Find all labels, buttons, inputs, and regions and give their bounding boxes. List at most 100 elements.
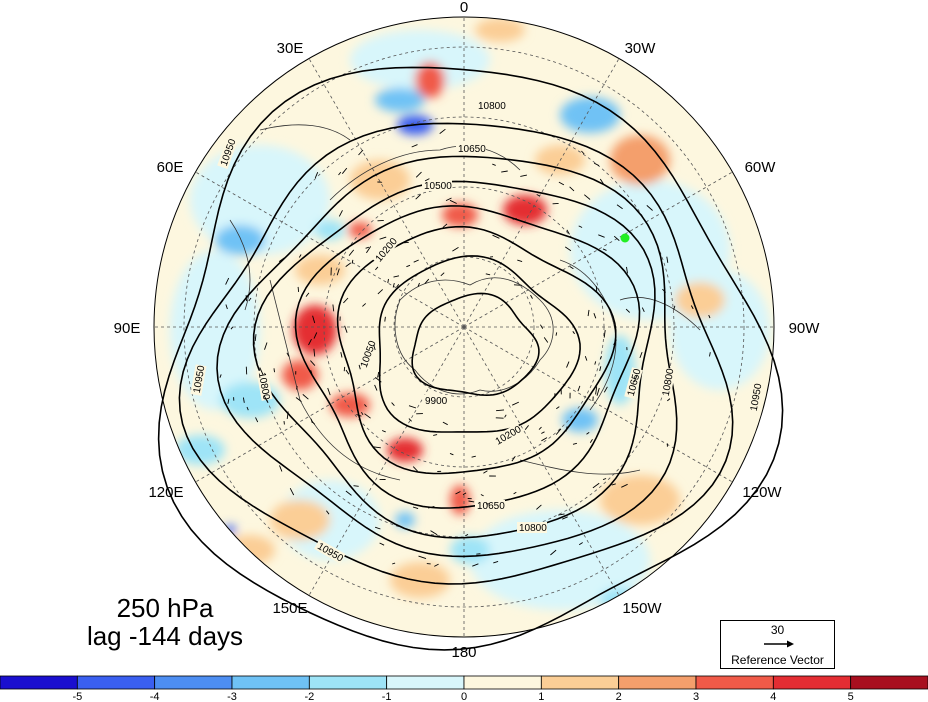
colorbar-tick-label: 4 bbox=[770, 691, 776, 702]
wind-vector bbox=[314, 172, 319, 179]
wind-vector bbox=[391, 402, 395, 407]
wind-vector bbox=[541, 431, 545, 434]
wind-vector bbox=[709, 352, 711, 357]
latitude-circle bbox=[183, 46, 745, 608]
wind-vector bbox=[603, 386, 608, 393]
wind-vector bbox=[492, 163, 496, 166]
wind-vector bbox=[564, 246, 572, 252]
contour-label-10800-south: 10800 bbox=[519, 523, 547, 534]
contour-label-10650: 10650 bbox=[458, 144, 486, 155]
station-marker bbox=[620, 233, 630, 243]
wind-vector bbox=[365, 246, 370, 249]
wind-vector bbox=[364, 413, 371, 419]
wind-vector bbox=[540, 324, 544, 329]
lon-label-30e: 30E bbox=[277, 40, 304, 57]
wind-vector bbox=[345, 490, 352, 496]
wind-vector bbox=[351, 259, 354, 264]
wind-vector bbox=[433, 434, 438, 436]
wind-vector bbox=[555, 332, 558, 336]
wind-vector bbox=[427, 505, 435, 509]
wind-vector bbox=[336, 268, 340, 276]
wind-vector bbox=[562, 516, 568, 520]
wind-vector bbox=[476, 553, 481, 555]
wind-vector bbox=[364, 404, 367, 408]
contour-label-10800-east: 10800 bbox=[661, 367, 677, 397]
wind-vector bbox=[566, 361, 570, 368]
wind-vector bbox=[611, 483, 616, 486]
wind-vector bbox=[273, 368, 275, 373]
wind-vector bbox=[577, 385, 581, 392]
wind-vector bbox=[616, 204, 623, 210]
colorbar-swatch bbox=[231, 675, 310, 690]
contour-label-10950-west: 10950 bbox=[192, 364, 208, 394]
wind-vector bbox=[555, 428, 562, 435]
meridian-line bbox=[186, 166, 465, 328]
wind-vector bbox=[381, 430, 386, 433]
colorbar-swatch bbox=[463, 675, 542, 690]
contour-label-10650-south: 10650 bbox=[477, 501, 505, 512]
wind-vector bbox=[348, 249, 355, 256]
wind-vector bbox=[442, 223, 448, 228]
wind-vector bbox=[667, 398, 671, 402]
wind-vector bbox=[524, 425, 529, 430]
longitude-labels: 0 30W 60W 90W 120W 150W 180 150E 120E 90… bbox=[114, 0, 821, 661]
wind-vector bbox=[449, 199, 457, 204]
lon-label-60w: 60W bbox=[745, 159, 777, 176]
wind-vector bbox=[511, 455, 516, 462]
wind-vector bbox=[375, 377, 382, 383]
meridian-line bbox=[463, 326, 742, 488]
wind-vector bbox=[246, 406, 249, 411]
wind-vector bbox=[501, 170, 508, 173]
lon-label-90w: 90W bbox=[789, 320, 821, 337]
wind-vector bbox=[439, 128, 446, 134]
wind-vector bbox=[415, 194, 422, 200]
colorbar-tick-label: 1 bbox=[538, 691, 544, 702]
wind-vector bbox=[358, 364, 361, 370]
lon-label-0: 0 bbox=[460, 0, 468, 16]
wind-vector bbox=[462, 492, 467, 496]
wind-vector bbox=[572, 331, 575, 335]
wind-vector bbox=[602, 248, 607, 251]
wind-vector bbox=[504, 414, 507, 418]
wind-vector bbox=[639, 351, 643, 359]
wind-vector bbox=[225, 304, 228, 310]
latitude-circle bbox=[393, 256, 535, 398]
wind-vector bbox=[373, 344, 376, 351]
contour-label-10950-east: 10950 bbox=[749, 382, 765, 412]
wind-vector bbox=[392, 282, 395, 288]
wind-vector bbox=[417, 282, 420, 287]
wind-vector bbox=[353, 485, 359, 487]
wind-vector bbox=[302, 394, 309, 400]
wind-vector bbox=[550, 549, 557, 556]
wind-vector bbox=[493, 560, 499, 564]
wind-vector bbox=[366, 246, 372, 254]
wind-vector bbox=[430, 530, 438, 536]
wind-vector bbox=[312, 315, 316, 324]
wind-vectors bbox=[219, 128, 711, 567]
wind-vector bbox=[468, 500, 475, 503]
wind-vector bbox=[472, 563, 479, 567]
wind-vector bbox=[415, 171, 422, 178]
wind-vector bbox=[408, 418, 412, 422]
wind-vector bbox=[662, 288, 667, 293]
lag-title: lag -144 days bbox=[86, 621, 244, 651]
colorbar-tick-label: -3 bbox=[227, 691, 237, 702]
wind-vector bbox=[341, 167, 348, 174]
reference-vector-magnitude: 30 bbox=[770, 623, 785, 637]
reference-arrow-icon bbox=[764, 640, 794, 648]
wind-vector bbox=[338, 171, 342, 176]
wind-vector bbox=[578, 542, 583, 546]
wind-vector bbox=[569, 186, 575, 192]
contour-label-10800-west: 10800 bbox=[256, 372, 272, 402]
wind-vector bbox=[298, 254, 302, 258]
lon-label-180: 180 bbox=[451, 644, 476, 661]
wind-vector bbox=[641, 307, 645, 312]
colorbar-swatch bbox=[695, 675, 774, 690]
wind-vector bbox=[613, 235, 620, 241]
height-contour bbox=[178, 122, 734, 585]
wind-vector bbox=[621, 483, 628, 488]
wind-vector bbox=[242, 397, 245, 403]
contour-label-9900: 9900 bbox=[425, 396, 448, 407]
wind-vector bbox=[541, 437, 548, 442]
wind-vector bbox=[592, 482, 600, 489]
